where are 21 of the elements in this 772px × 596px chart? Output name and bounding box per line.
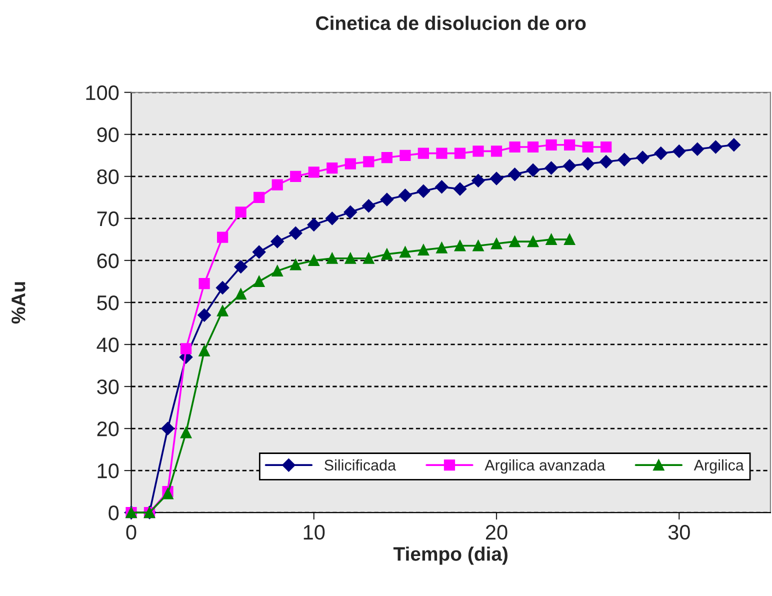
y-tick-label: 10 [98,464,119,478]
legend-label: Silicificada [324,459,396,471]
chart-title: Cinetica de disolucion de oro [316,16,586,30]
y-tick-label: 20 [97,422,119,436]
y-tick-label: 40 [96,337,119,352]
y-tick-label: 50 [97,295,119,310]
y-tick-label: 90 [97,127,119,142]
x-tick-label: 30 [668,524,690,540]
x-axis-title: Tiempo (dia) [393,546,508,565]
y-tick-label: 80 [97,169,119,184]
legend-label: Argilica avanzada [484,459,606,474]
y-tick-label: 0 [108,506,119,520]
y-axis-title: %Au [12,282,26,324]
legend-label: Argilica [694,459,744,474]
x-tick-label: 20 [486,524,508,540]
y-tick-label: 70 [97,211,119,226]
y-tick-label: 60 [97,253,119,268]
x-tick-label: 10 [304,524,325,540]
y-tick-label: 100 [86,85,119,100]
x-tick-label: 0 [126,524,136,540]
y-tick-label: 30 [97,380,119,394]
